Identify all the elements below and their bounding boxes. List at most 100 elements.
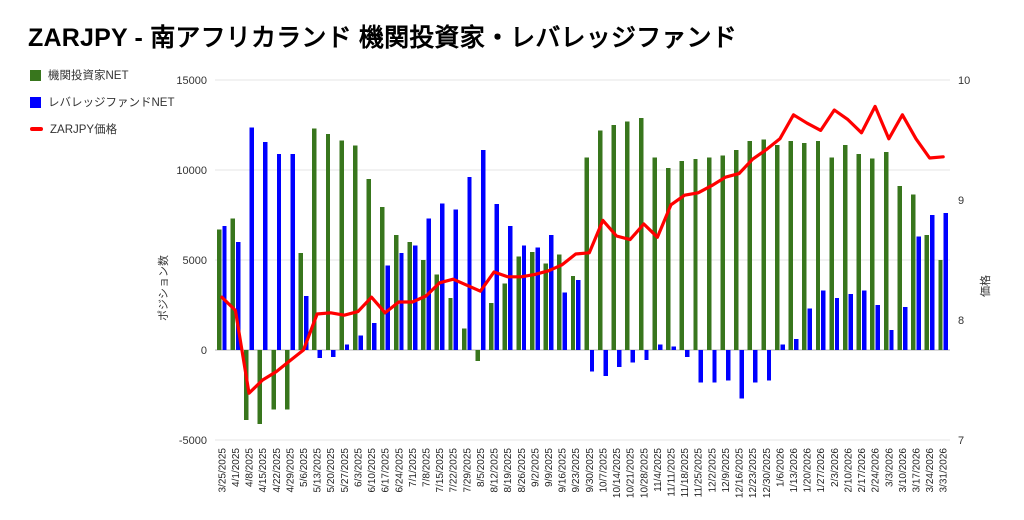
x-axis-label: 1/13/2026 — [789, 448, 800, 493]
bar-leveraged-fund-net — [426, 218, 431, 350]
x-axis-label: 10/21/2025 — [626, 448, 637, 498]
bars-institutional-net — [216, 117, 943, 424]
price-line-path — [220, 104, 945, 395]
bar-institutional-net — [448, 297, 453, 350]
right-axis-tick-label: 9 — [958, 195, 964, 207]
x-axis-label: 5/20/2025 — [326, 448, 337, 493]
legend: 機関投資家NET レバレッジファンドNET ZARJPY価格 — [30, 67, 175, 148]
x-axis-label: 11/4/2025 — [653, 448, 664, 492]
leveraged-net-swatch-icon — [30, 96, 41, 108]
bar-institutional-net — [788, 141, 793, 350]
x-axis-label: 4/8/2025 — [245, 448, 256, 487]
bar-institutional-net — [652, 157, 657, 350]
x-axis-label: 12/23/2025 — [748, 448, 759, 498]
bar-leveraged-fund-net — [617, 350, 622, 368]
bar-institutional-net — [543, 263, 548, 350]
x-axis-label: 3/17/2026 — [911, 448, 922, 493]
bar-leveraged-fund-net — [385, 265, 391, 350]
bar-institutional-net — [829, 157, 834, 350]
x-axis-label: 12/9/2025 — [721, 448, 732, 493]
x-axis-label: 12/16/2025 — [735, 448, 746, 498]
bar-institutional-net — [298, 252, 303, 350]
bar-leveraged-fund-net — [630, 350, 636, 363]
bar-institutional-net — [638, 117, 644, 350]
bar-leveraged-fund-net — [603, 350, 608, 377]
bar-institutional-net — [312, 128, 317, 350]
bar-leveraged-fund-net — [548, 234, 554, 350]
legend-item-institutional: 機関投資家NET — [30, 67, 175, 83]
bar-institutional-net — [475, 350, 480, 361]
x-axis-label: 8/12/2025 — [490, 448, 501, 493]
left-axis-tick-label: 15000 — [176, 75, 207, 87]
bar-leveraged-fund-net — [807, 308, 812, 350]
x-axis-label: 1/6/2026 — [775, 448, 786, 487]
x-axis-label: 7/8/2025 — [421, 448, 432, 487]
bar-leveraged-fund-net — [249, 127, 254, 350]
bar-leveraged-fund-net — [875, 305, 881, 350]
bar-institutional-net — [843, 144, 848, 350]
x-axis-label: 2/3/2026 — [830, 448, 841, 487]
bar-leveraged-fund-net — [480, 150, 486, 350]
bar-leveraged-fund-net — [685, 350, 690, 358]
x-axis-label: 10/7/2025 — [598, 448, 609, 493]
left-axis-tick-label: -5000 — [179, 435, 207, 447]
bar-institutional-net — [815, 141, 821, 350]
bar-institutional-net — [325, 134, 331, 350]
x-axis-label: 6/3/2025 — [353, 448, 364, 487]
bar-leveraged-fund-net — [862, 290, 867, 350]
bar-institutional-net — [216, 229, 222, 350]
bar-institutional-net — [529, 251, 535, 350]
bar-leveraged-fund-net — [372, 323, 377, 350]
institutional-net-swatch-icon — [30, 69, 41, 81]
bar-institutional-net — [421, 260, 426, 350]
bar-leveraged-fund-net — [290, 153, 295, 350]
x-axis-label: 10/14/2025 — [612, 448, 623, 498]
bar-leveraged-fund-net — [222, 225, 227, 350]
bar-institutional-net — [693, 159, 698, 350]
x-axis-label: 8/19/2025 — [503, 448, 514, 493]
x-axis-label: 3/3/2026 — [884, 448, 895, 487]
bar-institutional-net — [761, 139, 766, 350]
x-axis-label: 6/17/2025 — [381, 448, 392, 493]
bar-leveraged-fund-net — [358, 335, 363, 350]
bar-leveraged-fund-net — [902, 306, 908, 350]
bar-institutional-net — [666, 168, 671, 350]
bar-institutional-net — [938, 260, 943, 350]
x-axis-label: 5/13/2025 — [313, 448, 324, 493]
x-axis-label: 9/2/2025 — [530, 448, 541, 487]
bar-leveraged-fund-net — [589, 350, 595, 372]
bar-leveraged-fund-net — [576, 279, 581, 350]
x-axis-label: 6/10/2025 — [367, 448, 378, 493]
bar-institutional-net — [570, 276, 576, 350]
x-axis-label: 3/24/2026 — [925, 448, 936, 493]
x-axis-label: 10/28/2025 — [639, 448, 650, 498]
bar-leveraged-fund-net — [562, 292, 567, 350]
bar-institutional-net — [557, 254, 562, 350]
bar-institutional-net — [774, 144, 780, 350]
y-axis-left: 15000 10000 5000 0 -5000 — [176, 75, 207, 447]
x-axis-label: 4/22/2025 — [272, 448, 283, 493]
left-axis-tick-label: 5000 — [183, 255, 207, 267]
bar-leveraged-fund-net — [303, 296, 309, 350]
x-axis-label: 11/25/2025 — [694, 448, 705, 498]
bar-leveraged-fund-net — [263, 142, 268, 350]
bar-leveraged-fund-net — [508, 225, 513, 350]
bar-leveraged-fund-net — [535, 247, 540, 350]
x-axis-label: 7/22/2025 — [449, 448, 460, 493]
x-axis-label: 2/24/2026 — [871, 448, 882, 493]
legend-label: 機関投資家NET — [48, 70, 129, 82]
bar-leveraged-fund-net — [793, 339, 799, 350]
bar-institutional-net — [897, 186, 902, 350]
bar-leveraged-fund-net — [521, 245, 527, 350]
bar-institutional-net — [339, 140, 344, 350]
bar-institutional-net — [407, 242, 412, 350]
bar-leveraged-fund-net — [753, 350, 758, 383]
bar-institutional-net — [598, 130, 603, 350]
bar-institutional-net — [856, 153, 862, 350]
bar-leveraged-fund-net — [657, 344, 663, 350]
left-axis-tick-label: 0 — [201, 345, 207, 357]
bar-institutional-net — [271, 350, 276, 410]
chart-title: ZARJPY - 南アフリカランド 機関投資家・レバレッジファンド — [28, 24, 737, 52]
x-axis-label: 2/10/2026 — [843, 448, 854, 493]
